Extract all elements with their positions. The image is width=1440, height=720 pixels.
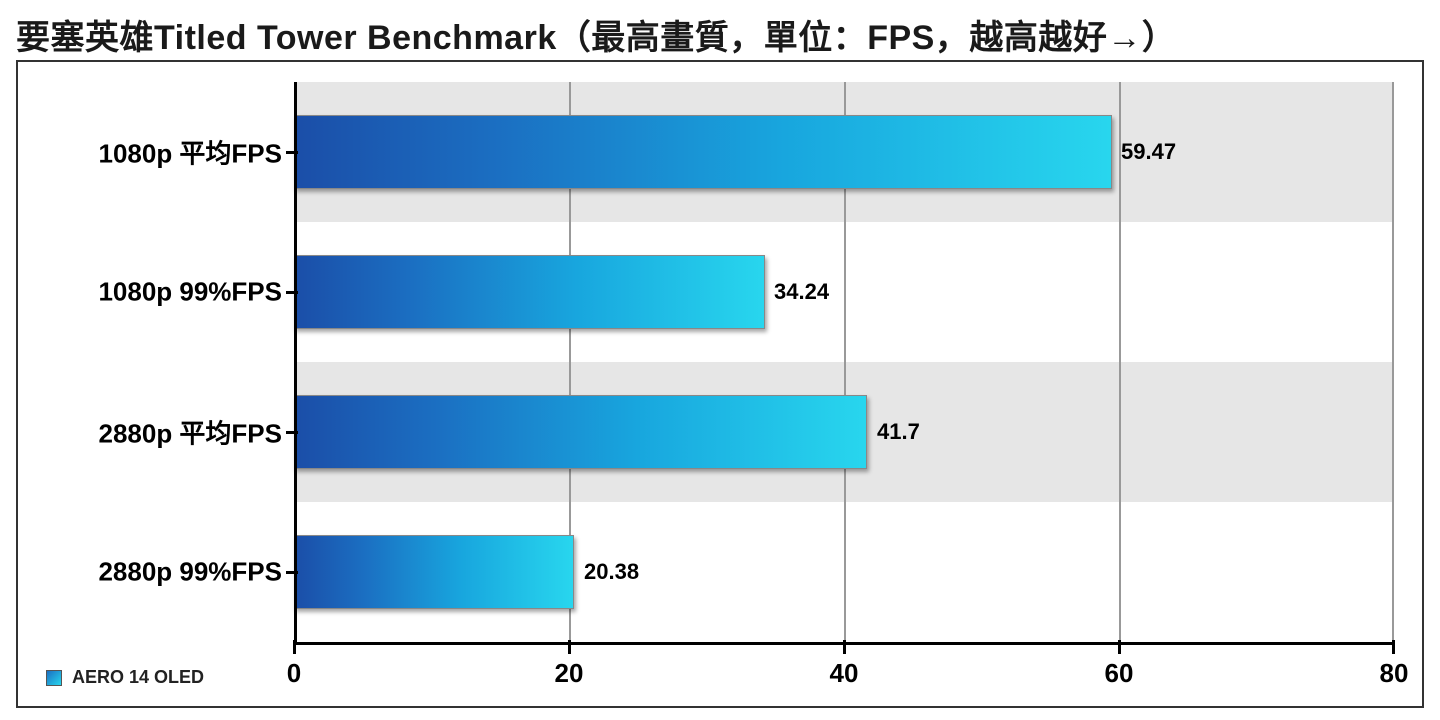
gridline [1392,82,1394,642]
y-tick [286,431,298,434]
chart-title: 要塞英雄Titled Tower Benchmark（最高畫質，單位：FPS，越… [0,0,1440,67]
category-label-1: 1080p 99%FPS [98,277,282,308]
value-label-1: 34.24 [774,279,829,305]
bar-row-3 [294,535,574,609]
legend: AERO 14 OLED [46,667,204,688]
legend-swatch [46,670,62,686]
x-tick-label-1: 20 [555,658,584,689]
x-tick [843,640,846,654]
x-tick-label-2: 40 [830,658,859,689]
plot-area: 59.47 34.24 41.7 20.38 [294,82,1394,642]
x-tick [293,640,296,654]
gridline [1119,82,1121,642]
y-tick [286,151,298,154]
bar-row-1 [294,255,765,329]
y-tick [286,571,298,574]
chart-container: 要塞英雄Titled Tower Benchmark（最高畫質，單位：FPS，越… [0,0,1440,720]
value-label-3: 20.38 [584,559,639,585]
category-label-2: 2880p 平均FPS [98,414,282,451]
y-tick [286,291,298,294]
x-tick [1118,640,1121,654]
x-tick [1392,640,1395,654]
bar-row-2 [294,395,867,469]
chart-box: 59.47 34.24 41.7 20.38 1080p 平均FPS 1080p… [16,60,1424,708]
category-label-3: 2880p 99%FPS [98,557,282,588]
x-tick-label-3: 60 [1105,658,1134,689]
bar-row-0 [294,115,1112,189]
x-tick-label-4: 80 [1380,658,1409,689]
legend-label: AERO 14 OLED [72,667,204,688]
category-label-0: 1080p 平均FPS [98,134,282,171]
value-label-0: 59.47 [1121,139,1176,165]
x-tick-label-0: 0 [287,658,301,689]
value-label-2: 41.7 [877,419,920,445]
x-tick [568,640,571,654]
y-axis [294,82,297,642]
